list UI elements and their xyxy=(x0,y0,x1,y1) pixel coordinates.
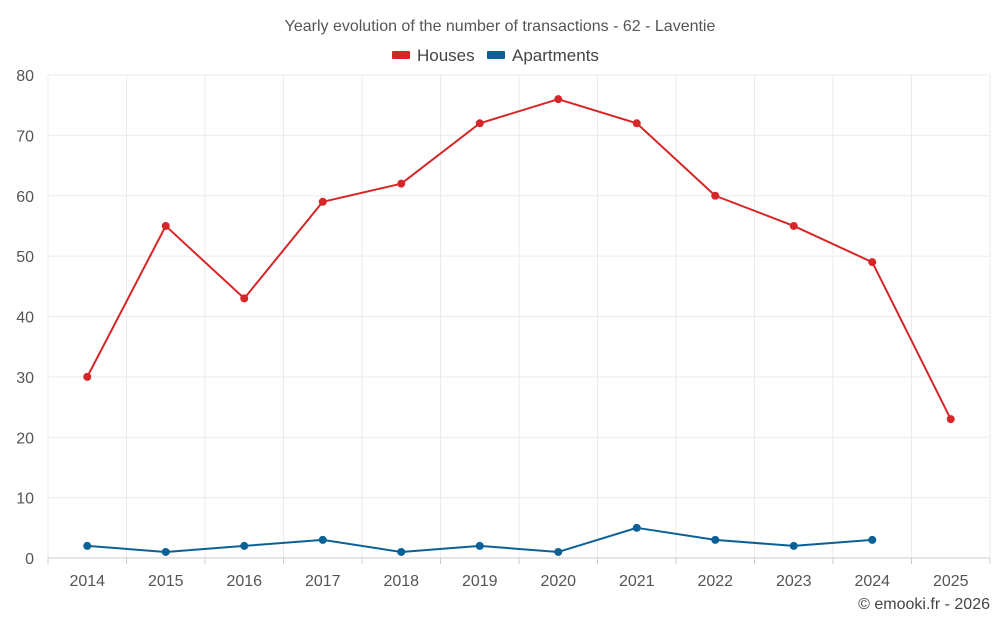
data-point-houses[interactable] xyxy=(240,294,249,303)
x-tick-label: 2025 xyxy=(933,573,969,590)
data-point-apartments[interactable] xyxy=(554,547,563,556)
data-point-apartments[interactable] xyxy=(475,541,484,550)
y-tick-label: 0 xyxy=(25,551,34,568)
x-tick-label: 2019 xyxy=(462,573,498,590)
data-point-houses[interactable] xyxy=(161,221,170,230)
y-tick-label: 60 xyxy=(16,189,34,206)
data-point-apartments[interactable] xyxy=(161,547,170,556)
y-tick-label: 70 xyxy=(16,128,34,145)
x-tick-label: 2023 xyxy=(776,573,812,590)
y-tick-label: 80 xyxy=(16,68,34,85)
data-point-houses[interactable] xyxy=(711,191,720,200)
y-tick-label: 20 xyxy=(16,430,34,447)
data-point-apartments[interactable] xyxy=(240,541,249,550)
credit-text: © emooki.fr - 2026 xyxy=(858,596,990,613)
y-tick-label: 50 xyxy=(16,249,34,266)
data-point-houses[interactable] xyxy=(554,95,563,104)
y-tick-label: 40 xyxy=(16,310,34,327)
data-point-houses[interactable] xyxy=(397,179,406,188)
x-tick-label: 2021 xyxy=(619,573,655,590)
data-point-apartments[interactable] xyxy=(789,541,798,550)
gridlines xyxy=(47,74,991,558)
data-point-houses[interactable] xyxy=(83,372,92,381)
x-tick-label: 2022 xyxy=(697,573,733,590)
data-point-apartments[interactable] xyxy=(868,535,877,544)
data-point-apartments[interactable] xyxy=(318,535,327,544)
legend: Houses Apartments xyxy=(392,46,599,65)
data-point-houses[interactable] xyxy=(632,119,641,128)
x-tick-label: 2018 xyxy=(383,573,419,590)
data-point-apartments[interactable] xyxy=(397,547,406,556)
x-tick-label: 2020 xyxy=(540,573,576,590)
legend-label-houses[interactable]: Houses xyxy=(417,46,475,65)
legend-swatch-houses xyxy=(392,51,410,59)
data-point-houses[interactable] xyxy=(789,221,798,230)
y-tick-label: 30 xyxy=(16,370,34,387)
y-axis-ticks: 0 10 20 30 40 50 60 70 80 xyxy=(16,68,34,568)
data-point-houses[interactable] xyxy=(318,197,327,206)
legend-swatch-apartments xyxy=(487,51,505,59)
series-line-houses xyxy=(86,98,952,420)
x-tick-label: 2017 xyxy=(305,573,341,590)
chart-title: Yearly evolution of the number of transa… xyxy=(285,18,716,35)
data-point-houses[interactable] xyxy=(946,415,955,424)
x-axis-ticks: 2014 2015 2016 2017 2018 2019 2020 2021 2022 2023… xyxy=(47,558,991,590)
x-tick-label: 2015 xyxy=(148,573,184,590)
data-point-apartments[interactable] xyxy=(711,535,720,544)
x-tick-label: 2024 xyxy=(854,573,890,590)
data-point-apartments[interactable] xyxy=(632,523,641,532)
legend-label-apartments[interactable]: Apartments xyxy=(512,46,599,65)
data-point-apartments[interactable] xyxy=(83,541,92,550)
y-tick-label: 10 xyxy=(16,491,34,508)
series-group xyxy=(83,95,955,556)
x-tick-label: 2014 xyxy=(69,573,105,590)
data-point-houses[interactable] xyxy=(475,119,484,128)
data-point-houses[interactable] xyxy=(868,258,877,267)
x-tick-label: 2016 xyxy=(226,573,262,590)
